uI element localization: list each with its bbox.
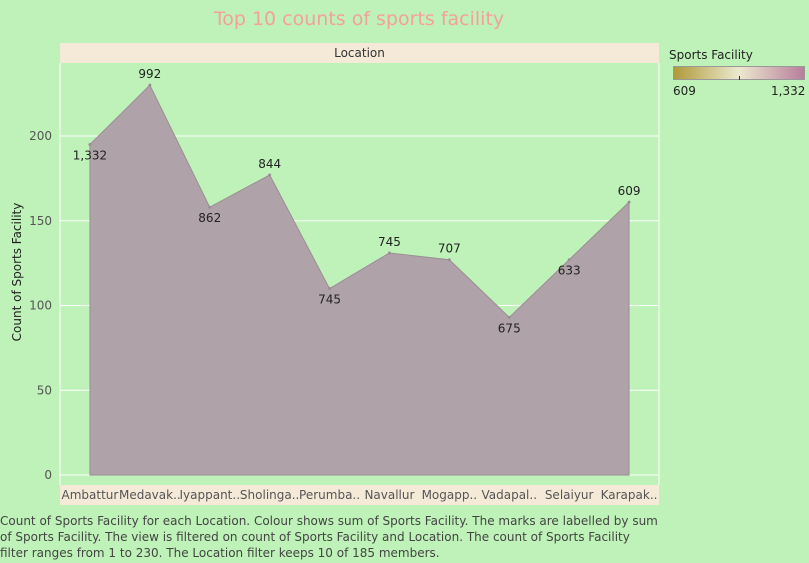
x-tick-label: Navallur: [364, 488, 414, 502]
chart-caption: Count of Sports Facility for each Locati…: [0, 514, 658, 560]
legend-color-ramp[interactable]: [673, 66, 805, 80]
x-tick-label: Sholinga..: [240, 488, 299, 502]
data-label: 862: [198, 211, 221, 225]
y-tick-label: 200: [29, 129, 52, 143]
legend-mid-tick: [739, 76, 740, 80]
location-column-header: Location: [60, 43, 659, 63]
data-point: [387, 251, 391, 255]
data-label: 707: [438, 242, 461, 256]
y-tick-label: 50: [37, 383, 52, 397]
x-tick-label: Iyappant..: [179, 488, 240, 502]
data-label: 1,332: [73, 148, 107, 162]
x-tick-label: Perumba..: [299, 488, 360, 502]
legend-title: Sports Facility: [669, 48, 753, 62]
data-point: [328, 287, 332, 291]
data-point: [507, 315, 511, 319]
data-label: 609: [618, 184, 641, 198]
data-label: 745: [318, 293, 341, 307]
y-tick-label: 100: [29, 299, 52, 313]
x-tick-label: Selaiyur: [545, 488, 594, 502]
x-tick-label: Medavak..: [119, 488, 181, 502]
x-tick-label: Karapak..: [601, 488, 658, 502]
data-label: 844: [258, 157, 281, 171]
data-point: [148, 83, 152, 87]
y-tick-label: 150: [29, 214, 52, 228]
data-label: 675: [498, 321, 521, 335]
data-point: [567, 258, 571, 262]
data-label: 745: [378, 235, 401, 249]
data-point: [268, 173, 272, 177]
x-tick-label: Vadapal..: [481, 488, 537, 502]
data-label: 992: [138, 67, 161, 81]
data-point: [208, 205, 212, 209]
data-point: [627, 200, 631, 204]
legend-min-label: 609: [673, 84, 696, 98]
data-point: [447, 258, 451, 262]
x-tick-label: Ambattur: [62, 488, 119, 502]
x-tick-label: Mogapp..: [422, 488, 478, 502]
y-tick-label: 0: [44, 468, 52, 482]
data-label: 633: [558, 264, 581, 278]
data-point: [88, 142, 92, 146]
legend-max-label: 1,332: [771, 84, 806, 98]
chart-title: Top 10 counts of sports facility: [213, 8, 505, 30]
x-axis-band: [60, 485, 659, 505]
area-series: [89, 84, 630, 476]
